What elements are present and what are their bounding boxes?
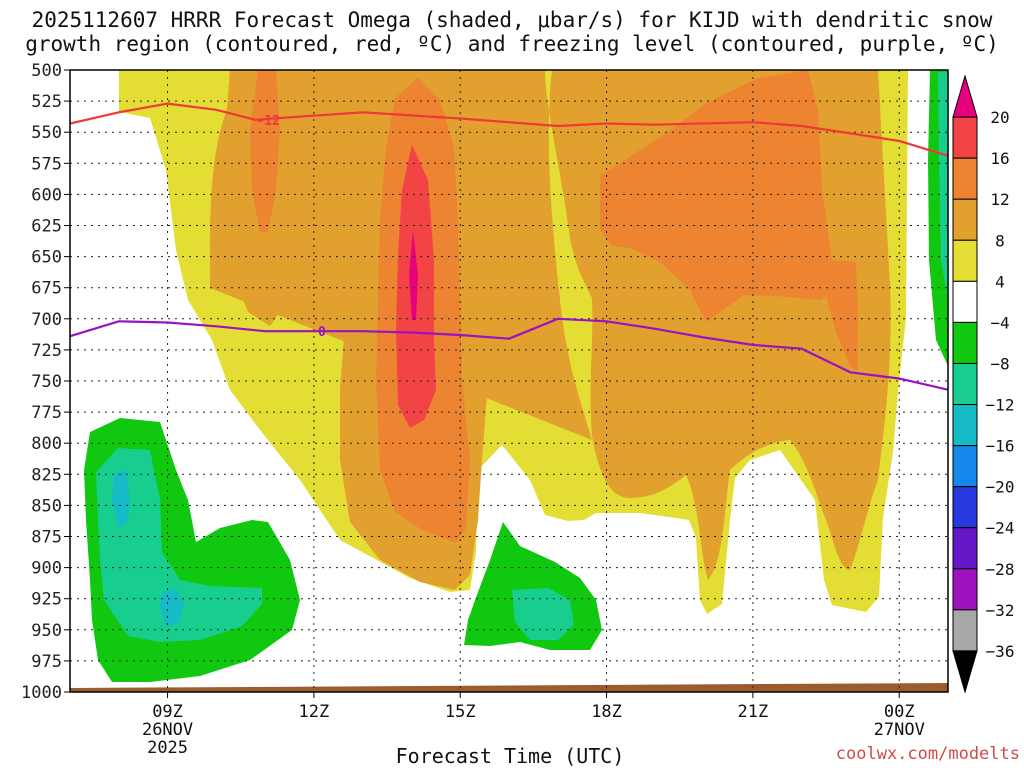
y-tick-label-725: 725 [31, 341, 62, 361]
y-tick-label-775: 775 [31, 403, 62, 423]
colorbar-bin-5 [952, 280, 978, 323]
colorbar-label-13: −36 [986, 642, 1015, 661]
grid-lines [70, 70, 948, 692]
colorbar: 20 16 12 8 4 −4 −8 −12 −16 −20 −24 −28 −32 −36 [952, 74, 1015, 694]
shade-minus8-right [938, 72, 948, 300]
x-tick-date-00Z: 27NOV [874, 720, 925, 740]
shade-minus8-lowleft [96, 448, 262, 642]
colorbar-bin-11 [952, 527, 978, 570]
shade-minus8-mid [512, 588, 574, 640]
colorbar-bin-7 [952, 362, 978, 406]
shade-plus12-right [600, 70, 836, 322]
y-tick-label-850: 850 [31, 496, 62, 516]
y-tick-label-550: 550 [31, 123, 62, 143]
colorbar-label-6: −8 [990, 354, 1009, 373]
x-tick-year-09Z: 2025 [147, 738, 188, 758]
colorbar-bin-10 [952, 486, 978, 529]
y-tick-label-800: 800 [31, 434, 62, 454]
colorbar-bin-14 [952, 650, 978, 694]
x-tick-label-18Z: 18Z [591, 702, 622, 722]
colorbar-label-8: −16 [986, 437, 1015, 456]
x-tick-label-15Z: 15Z [445, 702, 476, 722]
colorbar-label-12: −32 [986, 601, 1015, 620]
colorbar-label-5: −4 [990, 313, 1009, 332]
colorbar-label-2: 12 [990, 190, 1009, 209]
y-tick-label-975: 975 [31, 652, 62, 672]
y-tick-label-825: 825 [31, 465, 62, 485]
contour-lines: -12 0 [70, 102, 948, 391]
shade-plus20-center [409, 230, 418, 320]
x-axis-label: Forecast Time (UTC) [395, 744, 625, 768]
y-tick-label-950: 950 [31, 621, 62, 641]
credit-link[interactable]: coolwx.com/modelts [835, 744, 1020, 764]
colorbar-bin-8 [952, 404, 978, 447]
colorbar-label-10: −24 [986, 519, 1015, 538]
colorbar-bin-12 [952, 568, 978, 611]
terrain-band [70, 683, 948, 692]
contour-freezing-level [70, 317, 948, 391]
colorbar-label-0: 20 [990, 108, 1009, 127]
chart-title-line-2: growth region (contoured, red, ºC) and f… [25, 32, 999, 56]
colorbar-bin-3 [952, 198, 978, 241]
colorbar-label-1: 16 [990, 149, 1009, 168]
omega-shaded-field [70, 70, 948, 692]
shade-plus12-upleft [250, 70, 280, 232]
y-axis: 500 525 550 575 600 625 650 675 700 725 750 775 800 8… [21, 61, 70, 703]
y-tick-label-625: 625 [31, 217, 62, 237]
y-tick-label-875: 875 [31, 528, 62, 548]
colorbar-label-4: 4 [995, 272, 1005, 291]
contour-label-freezing-level: 0 [318, 325, 326, 340]
x-tick-label-09Z: 09Z [152, 702, 183, 722]
colorbar-bin-13 [952, 609, 978, 652]
y-tick-label-600: 600 [31, 185, 62, 205]
colorbar-label-9: −20 [986, 478, 1015, 497]
y-tick-label-1000: 1000 [21, 683, 62, 703]
y-tick-label-575: 575 [31, 154, 62, 174]
x-tick-label-00Z: 00Z [884, 702, 915, 722]
colorbar-label-3: 8 [995, 231, 1005, 250]
y-tick-label-675: 675 [31, 279, 62, 299]
y-tick-label-900: 900 [31, 559, 62, 579]
colorbar-bin-4 [952, 239, 978, 282]
contour-label-dendritic: -12 [256, 114, 279, 129]
colorbar-bin-2 [952, 157, 978, 200]
x-tick-date-09Z: 26NOV [142, 720, 193, 740]
y-tick-label-525: 525 [31, 92, 62, 112]
x-tick-label-21Z: 21Z [738, 702, 769, 722]
y-tick-label-700: 700 [31, 310, 62, 330]
colorbar-bin-6 [952, 321, 978, 364]
y-tick-label-650: 650 [31, 248, 62, 268]
colorbar-bin-0 [952, 74, 978, 118]
y-tick-label-925: 925 [31, 590, 62, 610]
colorbar-label-7: −12 [986, 396, 1015, 415]
x-tick-label-12Z: 12Z [299, 702, 330, 722]
colorbar-bin-9 [952, 445, 978, 488]
shade-minus12-b [160, 588, 184, 626]
contour-dendritic [70, 102, 948, 157]
y-tick-label-750: 750 [31, 372, 62, 392]
colorbar-bin-1 [952, 116, 978, 159]
colorbar-label-11: −28 [986, 560, 1015, 579]
chart-title-line-1: 2025112607 HRRR Forecast Omega (shaded, … [31, 8, 993, 32]
shade-minus12-a [112, 470, 130, 528]
y-tick-label-500: 500 [31, 61, 62, 81]
